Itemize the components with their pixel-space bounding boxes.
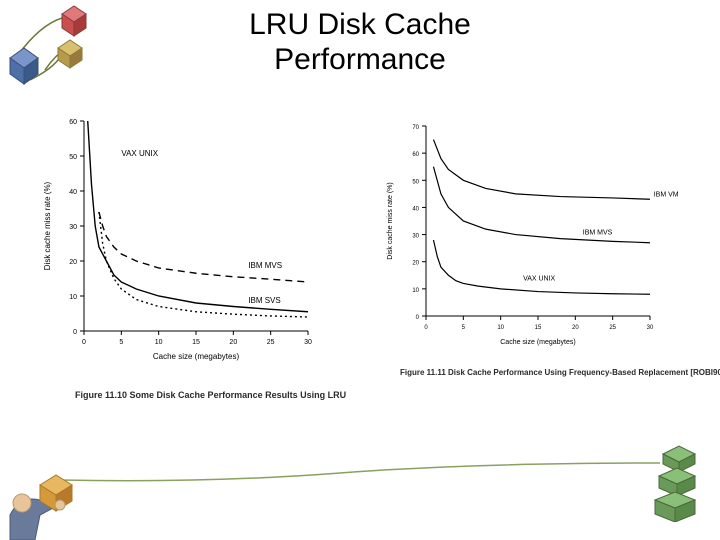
svg-text:30: 30 <box>647 325 654 331</box>
svg-text:40: 40 <box>69 189 77 196</box>
svg-text:IBM VM: IBM VM <box>654 192 679 199</box>
svg-text:25: 25 <box>609 325 616 331</box>
svg-text:IBM MVS: IBM MVS <box>248 261 282 270</box>
svg-text:60: 60 <box>69 119 77 126</box>
svg-text:10: 10 <box>69 294 77 301</box>
svg-text:50: 50 <box>412 179 419 185</box>
slide: LRU Disk Cache Performance <box>0 0 720 540</box>
svg-text:0: 0 <box>416 315 420 321</box>
right-chart-svg: 0 5 10 15 20 25 30 0 10 20 30 40 50 60 70 Cache size (m… <box>380 120 700 350</box>
svg-text:20: 20 <box>412 261 419 267</box>
svg-text:30: 30 <box>304 339 312 346</box>
right-chart: 0 5 10 15 20 25 30 0 10 20 30 40 50 60 70 Cache size (m… <box>380 120 700 350</box>
svg-text:60: 60 <box>412 152 419 158</box>
svg-text:40: 40 <box>412 206 419 212</box>
svg-text:30: 30 <box>412 234 419 240</box>
left-chart: 0 5 10 15 20 25 30 0 10 20 30 40 50 60 Cache size (meg… <box>38 115 358 365</box>
svg-text:20: 20 <box>229 339 237 346</box>
right-chart-caption: Figure 11.11 Disk Cache Performance Usin… <box>400 368 720 377</box>
svg-text:5: 5 <box>119 339 123 346</box>
person-box-icon <box>0 445 90 540</box>
svg-text:Cache size (megabytes): Cache size (megabytes) <box>500 339 575 346</box>
svg-text:IBM MVS: IBM MVS <box>583 230 613 237</box>
svg-text:15: 15 <box>192 339 200 346</box>
svg-text:0: 0 <box>73 329 77 336</box>
svg-text:Disk cache miss rate (%): Disk cache miss rate (%) <box>43 181 52 270</box>
title-line-1: LRU Disk Cache <box>249 8 471 41</box>
svg-text:5: 5 <box>462 325 466 331</box>
svg-text:VAX UNIX: VAX UNIX <box>523 276 555 283</box>
title-line-2: Performance <box>274 43 446 76</box>
svg-text:70: 70 <box>412 125 419 131</box>
svg-text:VAX UNIX: VAX UNIX <box>121 149 158 158</box>
green-stack-icon <box>645 442 720 522</box>
top-cubes-icon <box>0 0 110 95</box>
svg-text:30: 30 <box>69 224 77 231</box>
svg-text:Cache size (megabytes): Cache size (megabytes) <box>153 352 240 361</box>
svg-text:0: 0 <box>424 325 428 331</box>
left-chart-svg: 0 5 10 15 20 25 30 0 10 20 30 40 50 60 Cache size (meg… <box>38 115 358 365</box>
svg-text:10: 10 <box>155 339 163 346</box>
svg-text:10: 10 <box>412 288 419 294</box>
swoosh-line-icon <box>60 455 660 485</box>
svg-text:25: 25 <box>267 339 275 346</box>
svg-text:20: 20 <box>69 259 77 266</box>
svg-text:20: 20 <box>572 325 579 331</box>
svg-text:0: 0 <box>82 339 86 346</box>
svg-text:15: 15 <box>535 325 542 331</box>
svg-text:Disk cache miss rate (%): Disk cache miss rate (%) <box>387 182 394 259</box>
svg-text:10: 10 <box>497 325 504 331</box>
svg-text:IBM SVS: IBM SVS <box>248 296 280 305</box>
svg-text:50: 50 <box>69 154 77 161</box>
left-chart-caption: Figure 11.10 Some Disk Cache Performance… <box>75 390 346 400</box>
